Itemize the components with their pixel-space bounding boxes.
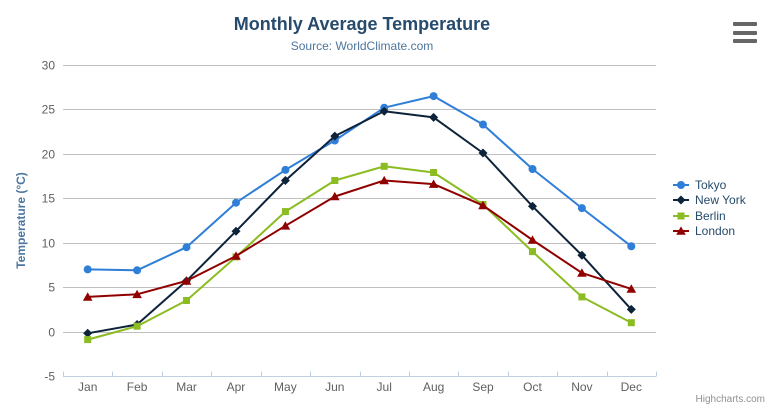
point-london-dec (626, 284, 637, 293)
x-axis-label: Apr (227, 380, 246, 394)
point-london-aug (428, 179, 439, 188)
x-axis-label: Nov (571, 380, 592, 394)
legend-item-london[interactable]: London (672, 224, 746, 240)
x-axis-label: Jul (377, 380, 392, 394)
hamburger-icon (733, 22, 757, 26)
legend-item-new-york[interactable]: New York (672, 193, 746, 209)
y-axis-label: 25 (42, 103, 56, 117)
y-axis-label: 15 (42, 192, 56, 206)
y-axis-label: 5 (48, 281, 55, 295)
legend-symbol-london (673, 226, 689, 236)
point-london-mar (181, 276, 192, 285)
point-berlin-aug (430, 169, 438, 176)
legend-label-berlin: Berlin (695, 208, 726, 223)
series-line-new-york (86, 110, 633, 335)
point-berlin-jun (331, 177, 339, 184)
chart-subtitle: Source: WorldClimate.com (290, 39, 434, 53)
point-london-jul (379, 175, 389, 185)
legend-item-tokyo[interactable]: Tokyo (672, 177, 746, 193)
point-tokyo-dec (627, 242, 636, 251)
x-axis-label: Aug (423, 380, 444, 394)
legend-label-new-york: New York (695, 193, 746, 208)
legend-marker-tokyo (677, 180, 685, 189)
y-axis-label: -5 (44, 370, 55, 384)
point-tokyo-feb (133, 266, 142, 275)
point-new-york-dec (626, 304, 636, 314)
point-london-nov (577, 268, 587, 277)
x-axis-label: Jun (325, 380, 344, 394)
point-tokyo-oct (528, 165, 537, 173)
x-axis-label: Sep (472, 380, 494, 394)
legend-symbol-berlin (673, 212, 689, 220)
point-tokyo-may (281, 165, 290, 174)
y-axis-label: 10 (42, 237, 56, 251)
point-berlin-jan (84, 336, 92, 344)
series-line-berlin (86, 165, 633, 341)
point-new-york-may (280, 176, 290, 185)
point-london-jan (82, 292, 93, 301)
point-new-york-jul (379, 106, 389, 116)
point-london-feb (132, 289, 142, 299)
point-london-oct (527, 235, 538, 244)
point-london-sep (478, 200, 488, 210)
point-new-york-apr (231, 226, 241, 236)
point-london-jun (330, 191, 340, 201)
legend-symbol-tokyo (673, 180, 689, 189)
point-tokyo-mar (182, 243, 191, 252)
point-tokyo-sep (479, 120, 487, 129)
legend-marker-berlin (677, 212, 685, 220)
y-axis-label: 30 (42, 59, 56, 73)
point-tokyo-apr (232, 198, 240, 207)
series-line-tokyo (86, 95, 633, 272)
legend-marker-new-york (676, 195, 686, 205)
point-berlin-may (281, 208, 289, 216)
point-tokyo-nov (577, 204, 586, 213)
point-tokyo-aug (429, 92, 438, 101)
legend-label-tokyo: Tokyo (695, 177, 727, 192)
x-axis-label: Jan (78, 380, 97, 394)
legend-item-berlin[interactable]: Berlin (672, 208, 746, 224)
point-berlin-dec (627, 319, 635, 327)
x-axis-label: Dec (621, 380, 642, 394)
point-new-york-sep (478, 148, 488, 158)
point-new-york-jun (330, 131, 340, 141)
point-berlin-mar (183, 297, 190, 304)
legend: Tokyo New York Berlin London (672, 177, 746, 239)
y-axis-label: 0 (48, 326, 55, 340)
legend-label-london: London (695, 224, 736, 239)
context-menu-button[interactable] (733, 22, 757, 43)
point-berlin-oct (529, 248, 536, 256)
series-line-london (86, 179, 633, 298)
x-axis-label: Oct (523, 380, 542, 394)
point-london-apr (231, 251, 241, 260)
point-berlin-feb (133, 322, 141, 330)
point-new-york-aug (429, 112, 439, 122)
x-axis-label: May (274, 380, 297, 394)
point-new-york-oct (528, 201, 537, 211)
point-new-york-nov (577, 250, 587, 260)
hamburger-icon (733, 39, 757, 43)
point-tokyo-jan (83, 265, 92, 274)
x-axis-label: Mar (176, 380, 197, 394)
credits-link[interactable]: Highcharts.com (695, 394, 765, 405)
y-axis-title: Temperature (°C) (14, 172, 28, 269)
point-new-york-jan (83, 328, 93, 338)
point-london-may (280, 221, 291, 230)
chart-title: Monthly Average Temperature (233, 14, 491, 34)
y-axis-label: 20 (42, 148, 56, 162)
hamburger-icon (733, 30, 757, 35)
point-berlin-jul (380, 162, 388, 170)
point-berlin-nov (578, 293, 586, 301)
legend-marker-london (676, 226, 686, 236)
legend-symbol-new-york (673, 195, 689, 205)
x-axis-label: Feb (127, 380, 148, 394)
